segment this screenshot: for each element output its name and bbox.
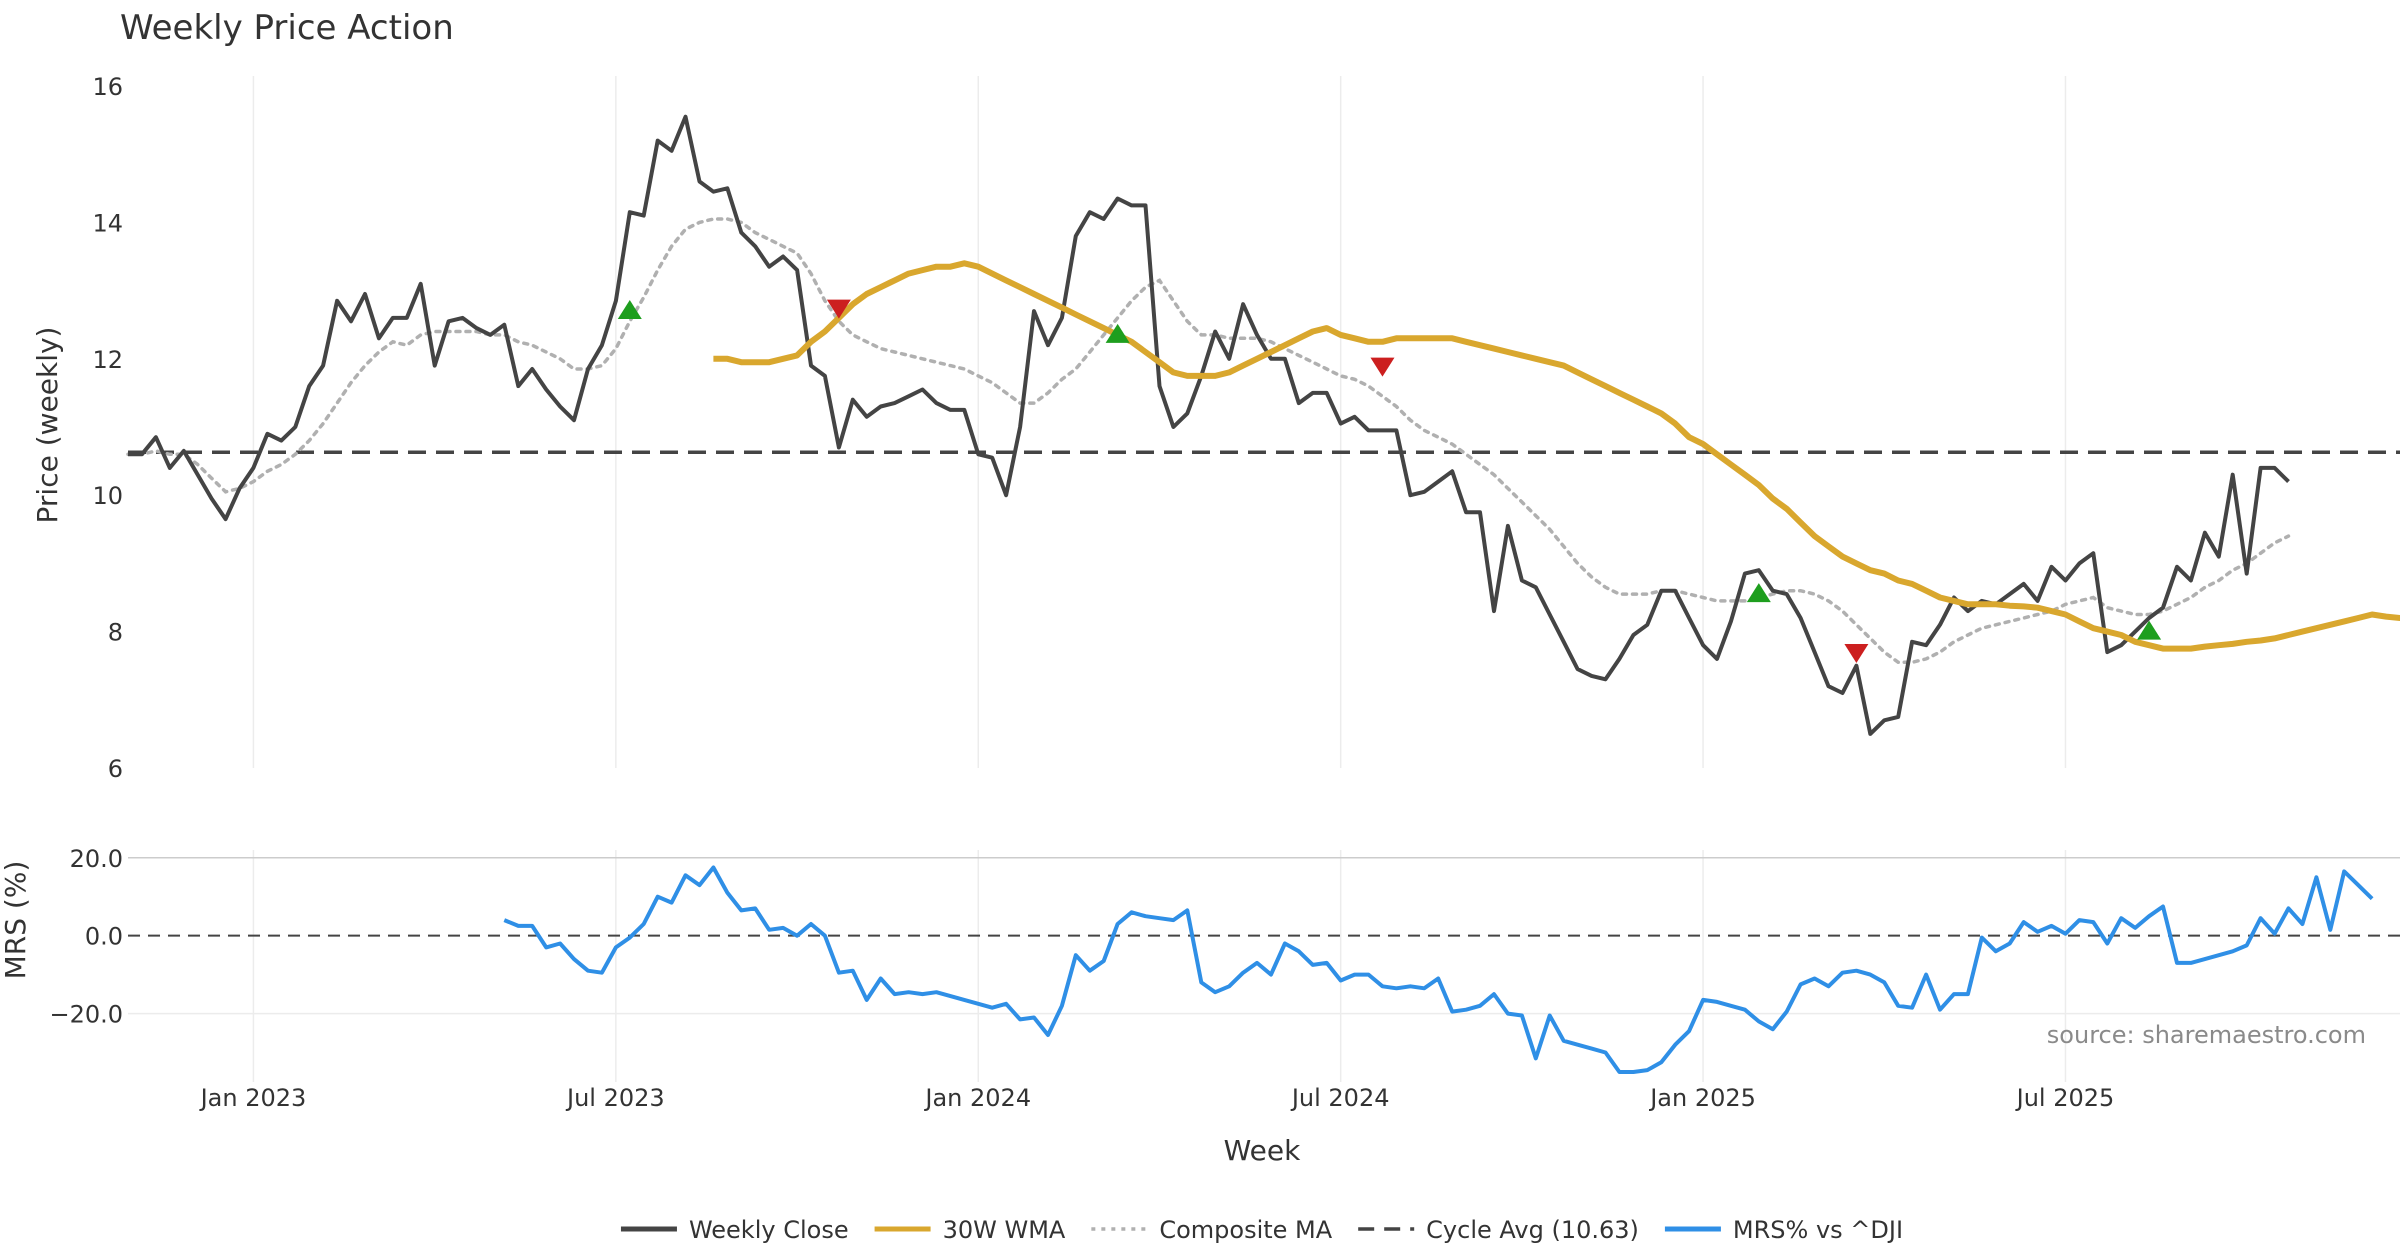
- mrs-y-tick-label: −20.0: [49, 1001, 123, 1029]
- mrs-y-ticks: 20.0 0.0 −20.0: [49, 845, 123, 1029]
- signal-layer: [617, 299, 2162, 664]
- composite-ma-line: [126, 217, 2291, 665]
- legend-label-3: Cycle Avg (10.63): [1426, 1216, 1639, 1244]
- price-y-tick-label: 10: [92, 482, 123, 510]
- price-y-tick-label: 8: [108, 619, 123, 647]
- buy-signal-marker: [1746, 583, 1771, 603]
- price-y-tick-label: 14: [92, 209, 123, 237]
- x-tick-label: Jan 2023: [199, 1084, 307, 1112]
- price-axis-title: Price (weekly): [31, 327, 64, 524]
- x-tick-label: Jul 2023: [565, 1084, 665, 1112]
- mrs-y-tick-label: 0.0: [85, 923, 123, 951]
- mrs-y-tick-label: 20.0: [70, 845, 123, 873]
- mrs-axis-title: MRS (%): [0, 861, 32, 980]
- legend-label-2: Composite MA: [1159, 1216, 1332, 1244]
- source-note: source: sharemaestro.com: [2047, 1021, 2366, 1049]
- price-y-tick-label: 6: [108, 755, 123, 783]
- chart-title: Weekly Price Action: [120, 8, 454, 48]
- weekly-close-line: [128, 114, 2290, 736]
- sell-signal-marker: [1844, 644, 1869, 664]
- x-ticks: Jan 2023 Jul 2023 Jan 2024 Jul 2024 Jan 2025…: [199, 1084, 2115, 1112]
- x-axis-title: Week: [1224, 1134, 1301, 1167]
- x-tick-label: Jan 2024: [923, 1084, 1031, 1112]
- x-tick-label: Jan 2025: [1648, 1084, 1756, 1112]
- price-y-tick-label: 16: [92, 73, 123, 101]
- legend-label-1: 30W WMA: [943, 1216, 1066, 1244]
- sell-signal-marker: [1370, 357, 1395, 377]
- price-y-tick-label: 12: [92, 346, 123, 374]
- legend: Weekly Close 30W WMA Composite MA Cycle Avg…: [620, 1216, 1903, 1244]
- buy-signal-marker: [2137, 620, 2162, 640]
- mrs-line: [503, 865, 2374, 1074]
- legend-label-0: Weekly Close: [689, 1216, 849, 1244]
- x-tick-label: Jul 2025: [2015, 1084, 2115, 1112]
- wma-30w-line: [713, 260, 2400, 652]
- legend-label-4: MRS% vs ^DJI: [1733, 1216, 1903, 1244]
- series-layer: [126, 114, 2400, 1074]
- buy-signal-marker: [617, 300, 642, 320]
- buy-signal-marker: [1105, 323, 1130, 343]
- grid-layer: [128, 76, 2400, 1082]
- x-tick-label: Jul 2024: [1290, 1084, 1390, 1112]
- price-y-ticks: 6 8 10 12 14 16: [92, 73, 123, 783]
- sell-signal-marker: [826, 299, 851, 319]
